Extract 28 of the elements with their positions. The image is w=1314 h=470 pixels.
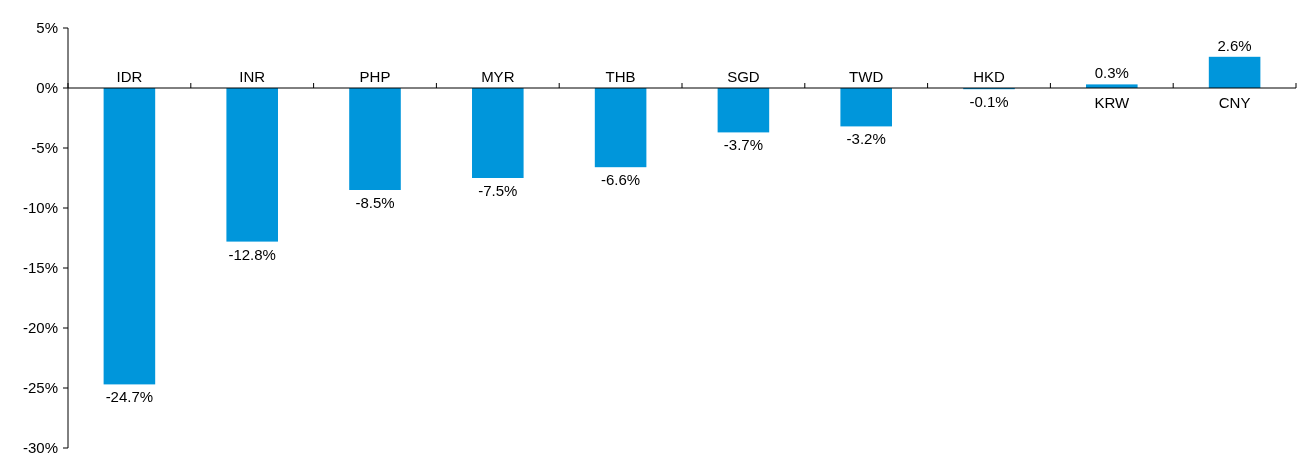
y-tick-label: -15% <box>22 259 58 277</box>
x-tick-label: SGD <box>727 68 760 85</box>
data-label: -24.7% <box>105 388 154 406</box>
data-label: -3.7% <box>723 136 763 154</box>
x-tick-label: INR <box>239 68 266 85</box>
y-tick-label: -5% <box>31 139 58 157</box>
x-tick-label: THB <box>605 68 636 85</box>
x-tick-label: PHP <box>359 68 391 85</box>
y-tick-label: 0% <box>36 79 58 97</box>
data-label: -7.5% <box>478 182 518 199</box>
x-tick-label: MYR <box>481 68 515 85</box>
x-tick-label: HKD <box>973 68 1005 85</box>
data-label: 0.3% <box>1094 64 1129 82</box>
x-tick-label: IDR <box>116 68 143 85</box>
x-tick-label: CNY <box>1218 94 1251 111</box>
data-label: 2.6% <box>1217 36 1252 54</box>
y-tick-label: -10% <box>22 199 58 217</box>
y-tick-label: -25% <box>22 379 58 397</box>
y-tick-label: 5% <box>36 19 58 37</box>
data-label: -6.6% <box>601 171 641 189</box>
data-label: -0.1% <box>969 93 1009 111</box>
y-tick-label: -30% <box>22 439 58 457</box>
x-tick-label: TWD <box>849 68 884 85</box>
y-tick-label: -20% <box>22 319 58 337</box>
data-label: -12.8% <box>228 245 276 263</box>
data-label: -8.5% <box>355 194 395 211</box>
data-label: -3.2% <box>846 130 886 148</box>
x-tick-label: KRW <box>1094 94 1130 111</box>
